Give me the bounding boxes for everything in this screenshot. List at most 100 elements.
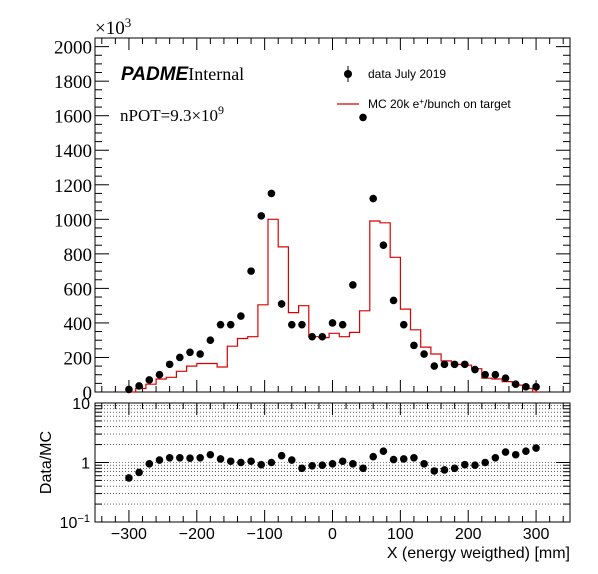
ratio-point (206, 450, 215, 459)
padme-tag-bold: PADME (121, 64, 190, 85)
main-x-axis (101, 38, 564, 392)
x-tick-label: −200 (179, 526, 215, 543)
mc-histogram (125, 218, 540, 393)
main-y-tick-label: 400 (64, 314, 93, 335)
main-y-tick-label: 1600 (54, 107, 92, 128)
ratio-point (135, 468, 143, 477)
x-tick-label: −300 (111, 526, 147, 543)
main-plot-frame (94, 37, 571, 393)
ratio-point (471, 461, 479, 470)
data-point (196, 350, 204, 358)
data-point (226, 320, 235, 329)
ratio-y-tick-label: 10 (72, 396, 90, 413)
x-tick-label: −100 (247, 526, 283, 543)
main-y-tick-label: 2000 (54, 38, 92, 59)
ratio-point (501, 448, 510, 456)
data-point (287, 320, 296, 329)
main-y-tick-label: 1200 (54, 176, 92, 197)
data-point (165, 360, 174, 369)
main-y-tick-label: 1800 (54, 72, 92, 93)
ratio-point (359, 464, 367, 473)
data-point (461, 360, 469, 369)
data-point (399, 320, 408, 329)
ratio-point (328, 460, 337, 468)
ratio-point (389, 455, 398, 464)
ratio-point (532, 444, 540, 452)
legend: data July 2019 MC 20k e+/bunch on target (337, 66, 511, 111)
main-y-tick-label: 0 (83, 383, 93, 404)
ratio-point (430, 467, 439, 475)
ratio-point (440, 466, 449, 474)
ratio-point (369, 452, 378, 461)
ratio-x-axis: −300 −200 −100 0 100 200 300 (101, 403, 564, 543)
data-point (298, 320, 306, 329)
ratio-point (481, 458, 489, 467)
data-point (216, 320, 225, 329)
ratio-y-tick-label: 1 (81, 456, 90, 473)
ratio-point (257, 460, 266, 469)
ratio-point (318, 461, 327, 470)
padme-tag-rest: Internal (188, 64, 244, 84)
data-point (338, 320, 347, 329)
x-tick-label: 300 (523, 526, 550, 543)
data-point (511, 380, 520, 389)
ratio-point (186, 454, 194, 463)
ratio-point (399, 455, 408, 463)
legend-mc-label: MC 20k e+/bunch on target (368, 97, 511, 112)
padme-tag: PADMEInternal (121, 64, 244, 85)
x-tick-label: 200 (455, 526, 482, 543)
data-point (389, 296, 398, 305)
data-point (369, 194, 378, 203)
main-y-tick-label: 1000 (54, 210, 92, 231)
ratio-y-axis-label: Data/MC (38, 431, 55, 494)
main-y-axis: 0 200 400 600 800 1000 1200 1400 1600 1800 2000 (54, 37, 570, 404)
legend-entry-data: data July 2019 (344, 66, 446, 82)
x-tick-label: 100 (387, 526, 414, 543)
legend-data-label: data July 2019 (368, 67, 446, 81)
ratio-point (420, 460, 428, 468)
ratio-point (308, 462, 316, 470)
ratio-point (196, 453, 204, 462)
data-point (501, 374, 510, 382)
ratio-point (450, 464, 459, 473)
ratio-y-tick-label: 10−1 (60, 513, 90, 532)
data-point (532, 383, 540, 391)
ratio-point (379, 447, 388, 455)
data-point (247, 267, 255, 275)
data-point (440, 360, 449, 369)
x-tick-label: 0 (328, 526, 337, 543)
data-point (257, 212, 266, 220)
legend-data-marker (344, 70, 352, 78)
ratio-point (522, 447, 530, 455)
data-point (135, 382, 143, 390)
ratio-point (298, 464, 306, 473)
data-point (328, 319, 337, 327)
data-point (318, 332, 327, 341)
ratio-point (216, 455, 225, 463)
data-point (410, 341, 418, 350)
data-point (277, 300, 286, 308)
data-point (349, 281, 357, 289)
ratio-point (338, 457, 347, 466)
ratio-grid (95, 405, 570, 505)
mc-step-line (125, 218, 540, 393)
ratio-point (287, 456, 296, 464)
data-point (491, 370, 500, 379)
ratio-point (247, 457, 255, 466)
data-point (125, 385, 133, 394)
main-y-tick-label: 800 (64, 245, 93, 266)
ratio-point (145, 460, 154, 468)
ratio-point (125, 474, 133, 482)
y-multiplier-label: ×103 (95, 15, 131, 40)
ratio-point (410, 453, 418, 462)
ratio-point (277, 451, 286, 460)
x-axis-label: X (energy weigthed) [mm] (387, 545, 570, 562)
data-point (237, 312, 245, 320)
data-point (267, 189, 276, 198)
ratio-point (267, 458, 276, 467)
data-point (206, 336, 215, 344)
data-point (359, 113, 367, 122)
ratio-point (511, 450, 520, 459)
data-point (155, 370, 164, 379)
